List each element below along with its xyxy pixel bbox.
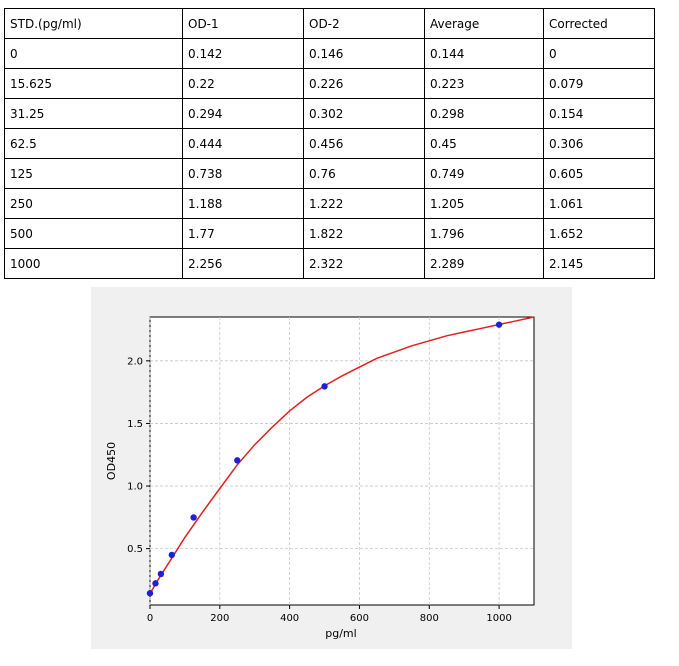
table-cell: 1.77 (182, 218, 304, 249)
table-cell: 0.749 (424, 158, 544, 189)
x-tick-label: 400 (280, 613, 299, 624)
header-corrected: Corrected (543, 8, 655, 39)
table-cell: 500 (4, 218, 183, 249)
table-cell: 1.061 (543, 188, 655, 219)
x-tick-label: 0 (147, 613, 153, 624)
table-cell: 1000 (4, 248, 183, 279)
table-cell: 1.822 (303, 218, 425, 249)
table-row: 125 0.738 0.76 0.749 0.605 (4, 158, 655, 189)
x-tick-label: 200 (210, 613, 229, 624)
standard-table: STD.(pg/ml) OD-1 OD-2 Average Corrected … (4, 8, 655, 279)
axes: 0 200 400 600 800 1000 0.5 1.0 1.5 2.0 (127, 356, 512, 624)
data-point (157, 570, 165, 578)
table-cell: 0.146 (303, 38, 425, 69)
x-tick-label: 1000 (486, 613, 511, 624)
table-cell: 0.302 (303, 98, 425, 129)
table-cell: 62.5 (4, 128, 183, 159)
table-row: 1000 2.256 2.322 2.289 2.145 (4, 248, 655, 279)
table-cell: 1.652 (543, 218, 655, 249)
table-cell: 0.76 (303, 158, 425, 189)
table-cell: 0.079 (543, 68, 655, 99)
table-cell: 0.456 (303, 128, 425, 159)
table-row: 31.25 0.294 0.302 0.298 0.154 (4, 98, 655, 129)
table-cell: 0 (543, 38, 655, 69)
data-point (152, 580, 159, 587)
table-row: 250 1.188 1.222 1.205 1.061 (4, 188, 655, 219)
table-cell: 0.298 (424, 98, 544, 129)
table-cell: 0.45 (424, 128, 544, 159)
table-cell: 2.256 (182, 248, 304, 279)
x-tick-label: 600 (350, 613, 369, 624)
y-tick-label: 2.0 (127, 356, 143, 367)
table-cell: 0.223 (424, 68, 544, 99)
grid-lines (149, 317, 534, 605)
data-point (234, 457, 241, 464)
table-cell: 250 (4, 188, 183, 219)
standard-curve-chart: 0 200 400 600 800 1000 0.5 1.0 1.5 2.0 pg/ml OD45… (91, 287, 572, 649)
table-cell: 2.145 (543, 248, 655, 279)
table-cell: 1.796 (424, 218, 544, 249)
y-tick-label: 1.0 (127, 482, 143, 493)
table-cell: 0.226 (303, 68, 425, 99)
table-cell: 1.188 (182, 188, 304, 219)
table-cell: 0.154 (543, 98, 655, 129)
table-header-row: STD.(pg/ml) OD-1 OD-2 Average Corrected (4, 8, 655, 39)
data-point (321, 383, 328, 390)
table-cell: 15.625 (4, 68, 183, 99)
data-point (168, 551, 176, 559)
data-points (146, 321, 503, 597)
table-row: 15.625 0.22 0.226 0.223 0.079 (4, 68, 655, 99)
y-tick-label: 1.5 (127, 419, 143, 430)
table-cell: 125 (4, 158, 183, 189)
chart-svg: 0 200 400 600 800 1000 0.5 1.0 1.5 2.0 pg/ml OD45… (105, 316, 535, 640)
table-cell: 0.294 (182, 98, 304, 129)
x-axis-label: pg/ml (325, 627, 356, 640)
table-cell: 0.738 (182, 158, 304, 189)
plot-area (149, 316, 535, 606)
table-cell: 2.322 (303, 248, 425, 279)
table-cell: 0.444 (182, 128, 304, 159)
header-std: STD.(pg/ml) (4, 8, 183, 39)
table-cell: 1.205 (424, 188, 544, 219)
table-cell: 1.222 (303, 188, 425, 219)
table-cell: 0 (4, 38, 183, 69)
data-point (495, 321, 503, 328)
table-cell: 0.144 (424, 38, 544, 69)
data-point (190, 514, 197, 521)
data-point (146, 590, 154, 597)
header-average: Average (424, 8, 544, 39)
table-cell: 0.306 (543, 128, 655, 159)
table-cell: 0.22 (182, 68, 304, 99)
table-cell: 0.142 (182, 38, 304, 69)
y-axis-label: OD450 (105, 442, 118, 480)
table-cell: 0.605 (543, 158, 655, 189)
table-cell: 2.289 (424, 248, 544, 279)
table-row: 62.5 0.444 0.456 0.45 0.306 (4, 128, 655, 159)
header-od1: OD-1 (182, 8, 304, 39)
table-row: 0 0.142 0.146 0.144 0 (4, 38, 655, 69)
table-row: 500 1.77 1.822 1.796 1.652 (4, 218, 655, 249)
header-od2: OD-2 (303, 8, 425, 39)
table-cell: 31.25 (4, 98, 183, 129)
y-tick-label: 0.5 (127, 544, 143, 555)
x-tick-label: 800 (420, 613, 439, 624)
